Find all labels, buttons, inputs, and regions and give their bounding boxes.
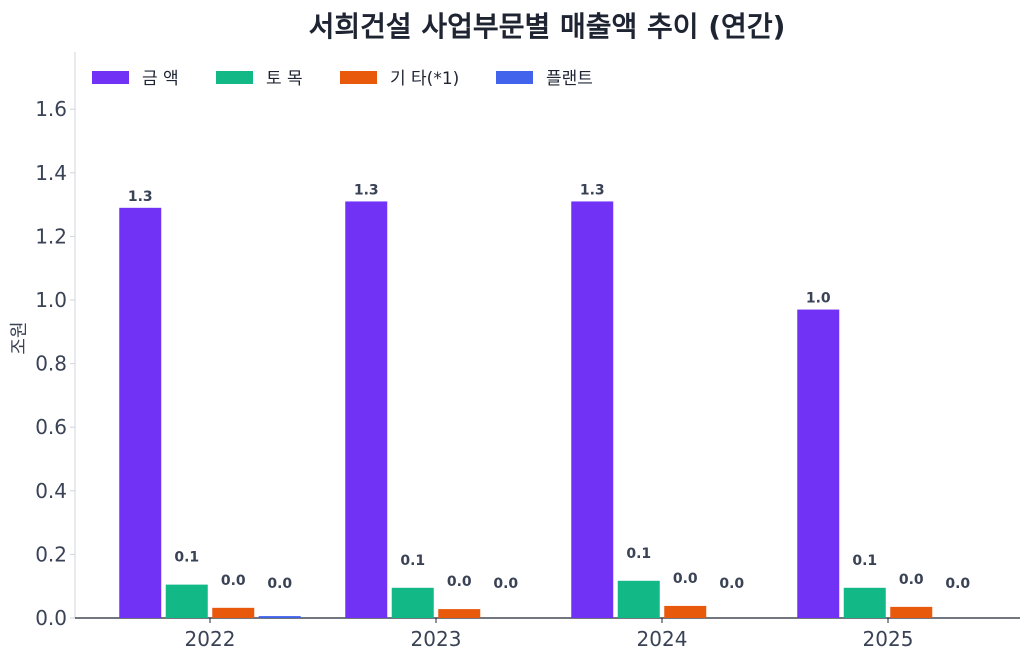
y-tick-label: 0.4: [35, 479, 67, 503]
data-label: 0.0: [945, 576, 970, 592]
bar-1-3: [843, 587, 886, 618]
data-label: 0.0: [673, 571, 698, 587]
data-label: 0.0: [267, 576, 292, 592]
bar-2-1: [438, 609, 481, 618]
bar-1-0: [165, 584, 208, 618]
data-label: 0.0: [899, 572, 924, 588]
legend-label: 토 목: [266, 69, 303, 89]
legend-swatch: [496, 71, 533, 84]
y-tick-label: 1.2: [35, 224, 67, 248]
bar-0-3: [797, 309, 840, 618]
data-label: 1.3: [580, 182, 605, 198]
x-tick-label: 2024: [637, 627, 688, 651]
bar-0-1: [345, 201, 388, 618]
data-label: 0.1: [400, 553, 425, 569]
data-label: 0.1: [852, 553, 877, 569]
chart-title: 서희건설 사업부문별 매출액 추이 (연간): [309, 10, 786, 43]
y-tick-label: 0.2: [35, 542, 67, 566]
y-tick-label: 0.0: [35, 606, 67, 630]
legend-swatch: [92, 71, 129, 84]
axes: 0.0 0.2 0.4 0.6 0.8 1.0 1.2 1.4 1.6 2022 2023 2024 2…: [35, 52, 1020, 651]
legend-swatch: [216, 71, 253, 84]
legend: 금 액 토 목 기 타(*1) 플랜트: [92, 69, 593, 89]
y-axis-label: 조원: [9, 321, 30, 354]
data-label: 1.0: [806, 291, 831, 307]
bar-2-2: [664, 605, 707, 618]
legend-label: 금 액: [142, 69, 179, 89]
legend-label: 기 타(*1): [390, 69, 459, 89]
legend-label: 플랜트: [546, 69, 593, 89]
data-label: 0.0: [447, 574, 472, 590]
data-label: 0.0: [719, 576, 744, 592]
x-tick-label: 2023: [411, 627, 462, 651]
y-tick-label: 1.0: [35, 288, 67, 312]
x-tick-label: 2022: [185, 627, 236, 651]
y-tick-label: 0.6: [35, 415, 67, 439]
y-tick-label: 1.6: [35, 97, 67, 121]
bar-3-0: [258, 616, 301, 618]
data-label: 1.3: [354, 182, 379, 198]
bar-0-0: [119, 207, 162, 618]
data-label: 0.1: [626, 546, 651, 562]
y-tick-label: 0.8: [35, 352, 67, 376]
bar-0-2: [571, 201, 614, 618]
bar-1-1: [391, 587, 434, 618]
bars-group: 1.3 0.1 0.0 0.0 1.3 0.1 0.0 0.0 1.3 0.1 0.0 0.0 1.0 0…: [119, 182, 970, 618]
x-tick-label: 2025: [863, 627, 914, 651]
data-label: 0.0: [493, 576, 518, 592]
bar-2-0: [212, 607, 255, 618]
data-label: 0.0: [221, 573, 246, 589]
data-label: 0.1: [174, 550, 199, 566]
data-label: 1.3: [128, 189, 153, 205]
legend-swatch: [340, 71, 377, 84]
y-tick-label: 1.4: [35, 161, 67, 185]
bar-1-2: [617, 580, 660, 618]
bar-2-3: [890, 606, 933, 618]
